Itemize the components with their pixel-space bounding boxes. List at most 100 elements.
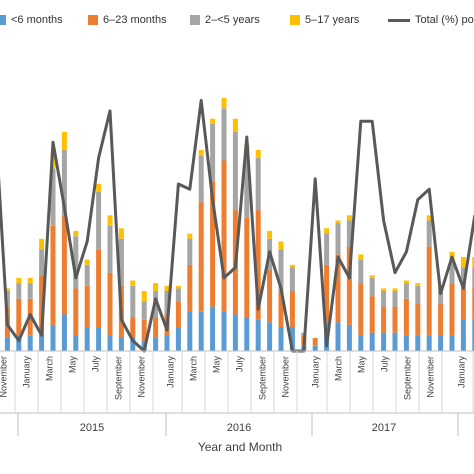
bar-lt6-37 <box>415 335 421 351</box>
bar-y2_5-34 <box>381 291 387 307</box>
bar-lt6-19 <box>210 306 216 351</box>
bar-y5_17-26 <box>289 264 295 268</box>
bar-y2_5-18 <box>198 155 204 203</box>
legend-item-2-5: 2–<5 years <box>190 14 260 26</box>
bar-y2_5-9 <box>96 191 102 250</box>
legend-label-2-5: 2–<5 years <box>205 14 260 26</box>
bar-y5_17-23 <box>255 150 261 158</box>
month-tick-label-0: November <box>0 356 8 398</box>
month-tick-label-14: March <box>333 356 343 381</box>
bar-m6_23-42 <box>472 288 474 320</box>
legend-item-5-17: 5–17 years <box>290 14 359 26</box>
month-tick-label-12: November <box>280 356 290 398</box>
bar-y5_17-32 <box>358 254 364 260</box>
bar-m6_23-39 <box>438 304 444 336</box>
bar-y2_5-1 <box>4 291 10 307</box>
bar-y2_5-7 <box>73 236 79 289</box>
bar-lt6-26 <box>289 327 295 351</box>
legend-swatch-lt6 <box>0 15 6 25</box>
bar-y2_5-2 <box>16 283 22 299</box>
bar-y2_5-30 <box>335 223 341 255</box>
bar-m6_23-9 <box>96 249 102 328</box>
bar-m6_23-8 <box>84 285 90 328</box>
bar-m6_23-40 <box>449 283 455 336</box>
bar-y5_17-29 <box>324 228 330 234</box>
month-tick-label-2: March <box>44 356 54 381</box>
bar-y5_17-2 <box>16 277 22 284</box>
bar-y5_17-17 <box>187 233 193 239</box>
legend-item-lt6: <6 months <box>0 14 63 26</box>
bar-y5_17-12 <box>130 280 136 286</box>
bar-m6_23-34 <box>381 306 387 333</box>
bar-m6_23-36 <box>403 298 409 336</box>
bar-y2_5-12 <box>130 285 136 318</box>
bar-lt6-21 <box>232 314 238 351</box>
month-tick-label-8: March <box>188 356 198 381</box>
bar-lt6-35 <box>392 332 398 351</box>
year-label-2017: 2017 <box>372 422 396 434</box>
bar-m6_23-19 <box>210 181 216 307</box>
bar-y5_17-8 <box>84 259 90 265</box>
bar-y2_5-20 <box>221 108 227 161</box>
bar-m6_23-7 <box>73 288 79 336</box>
bar-m6_23-32 <box>358 283 364 336</box>
year-label-2015: 2015 <box>80 422 104 434</box>
bar-y2_5-26 <box>289 267 295 291</box>
bar-y5_17-19 <box>210 118 216 124</box>
bar-lt6-22 <box>244 317 250 351</box>
bar-m6_23-24 <box>267 270 273 323</box>
bar-lt6-23 <box>255 319 261 351</box>
bar-m6_23-38 <box>426 246 432 336</box>
legend-swatch-5-17 <box>290 15 300 25</box>
bar-y5_17-25 <box>278 241 284 250</box>
bar-lt6-9 <box>96 327 102 351</box>
bar-layer <box>4 97 474 351</box>
bar-m6_23-13 <box>141 319 147 341</box>
bar-m6_23-17 <box>187 264 193 312</box>
bar-y2_5-4 <box>39 249 45 276</box>
legend-label-total: Total (%) po <box>415 14 474 26</box>
bar-y2_5-41 <box>460 267 466 289</box>
bar-y2_5-8 <box>84 264 90 286</box>
bar-m6_23-12 <box>130 317 136 338</box>
bar-y2_5-13 <box>141 301 147 320</box>
bar-m6_23-2 <box>16 298 22 336</box>
line-layer <box>0 98 474 353</box>
month-tick-label-6: November <box>136 356 146 398</box>
bar-m6_23-22 <box>244 217 250 318</box>
legend-label-6-23: 6–23 months <box>103 14 167 26</box>
bar-lt6-38 <box>426 335 432 351</box>
bar-m6_23-4 <box>39 275 45 333</box>
bar-m6_23-31 <box>346 246 352 325</box>
legend-label-5-17: 5–17 years <box>305 14 360 26</box>
bar-y5_17-21 <box>232 118 238 132</box>
month-tick-label-7: January <box>165 356 175 389</box>
bar-lt6-5 <box>50 324 56 351</box>
bar-y5_17-30 <box>335 220 341 224</box>
bar-y2_5-16 <box>175 288 181 302</box>
bar-y2_5-10 <box>107 225 113 273</box>
bar-y5_17-24 <box>267 230 273 239</box>
bar-m6_23-29 <box>324 264 330 323</box>
bar-y5_17-15 <box>164 285 170 291</box>
bar-y5_17-37 <box>415 283 421 286</box>
bar-m6_23-20 <box>221 160 227 312</box>
year-label-2016: 2016 <box>227 422 251 434</box>
legend-label-lt6: <6 months <box>11 14 63 26</box>
month-tick-label-3: May <box>67 356 77 374</box>
bar-y2_5-11 <box>118 238 124 286</box>
bar-y5_17-13 <box>141 291 147 302</box>
bar-y2_5-38 <box>426 220 432 247</box>
bar-y2_5-31 <box>346 220 352 247</box>
bar-y5_17-3 <box>27 277 33 284</box>
bar-y2_5-22 <box>244 155 250 218</box>
legend-swatch-2-5 <box>190 15 200 25</box>
bar-y2_5-36 <box>403 283 409 299</box>
bar-lt6-6 <box>61 314 67 351</box>
bar-y5_17-41 <box>460 257 466 268</box>
bar-m6_23-41 <box>460 288 466 320</box>
bar-y2_5-39 <box>438 288 444 305</box>
month-tick-label-18: November <box>425 356 435 398</box>
bar-y5_17-34 <box>381 288 387 291</box>
